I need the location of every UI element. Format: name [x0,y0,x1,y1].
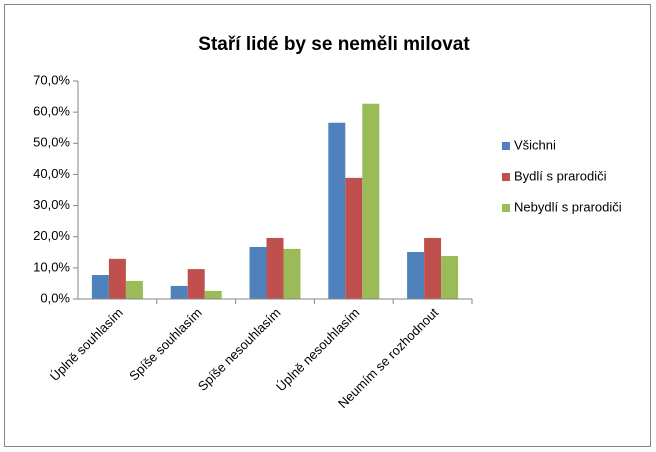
y-tick-label: 30,0% [33,197,70,212]
bar [187,269,205,299]
bar [91,275,109,299]
bar [204,290,222,299]
bar [407,251,425,299]
bar [328,122,346,299]
bar [108,258,126,299]
bar [362,103,380,299]
bar [424,237,442,299]
y-tick-label: 20,0% [33,228,70,243]
y-tick-label: 40,0% [33,166,70,181]
bar [266,237,284,299]
y-tick-label: 50,0% [33,135,70,150]
bar [283,248,301,299]
legend-label: Nebydlí s prarodiči [514,199,622,214]
y-tick-label: 70,0% [33,72,70,87]
legend-label: Všichni [514,137,556,152]
bar [345,177,363,299]
legend-label: Bydlí s prarodiči [514,168,607,183]
chart-border [4,4,651,447]
chart-title: Staří lidé by se neměli milovat [198,34,470,55]
y-tick-label: 10,0% [33,259,70,274]
y-tick-label: 0,0% [40,290,70,305]
bar [170,285,188,299]
y-tick-label: 60,0% [33,104,70,119]
legend-swatch [502,142,510,150]
bar [125,280,143,299]
bar [441,256,459,299]
legend-swatch [502,204,510,212]
legend-swatch [502,173,510,181]
bar [249,246,267,299]
